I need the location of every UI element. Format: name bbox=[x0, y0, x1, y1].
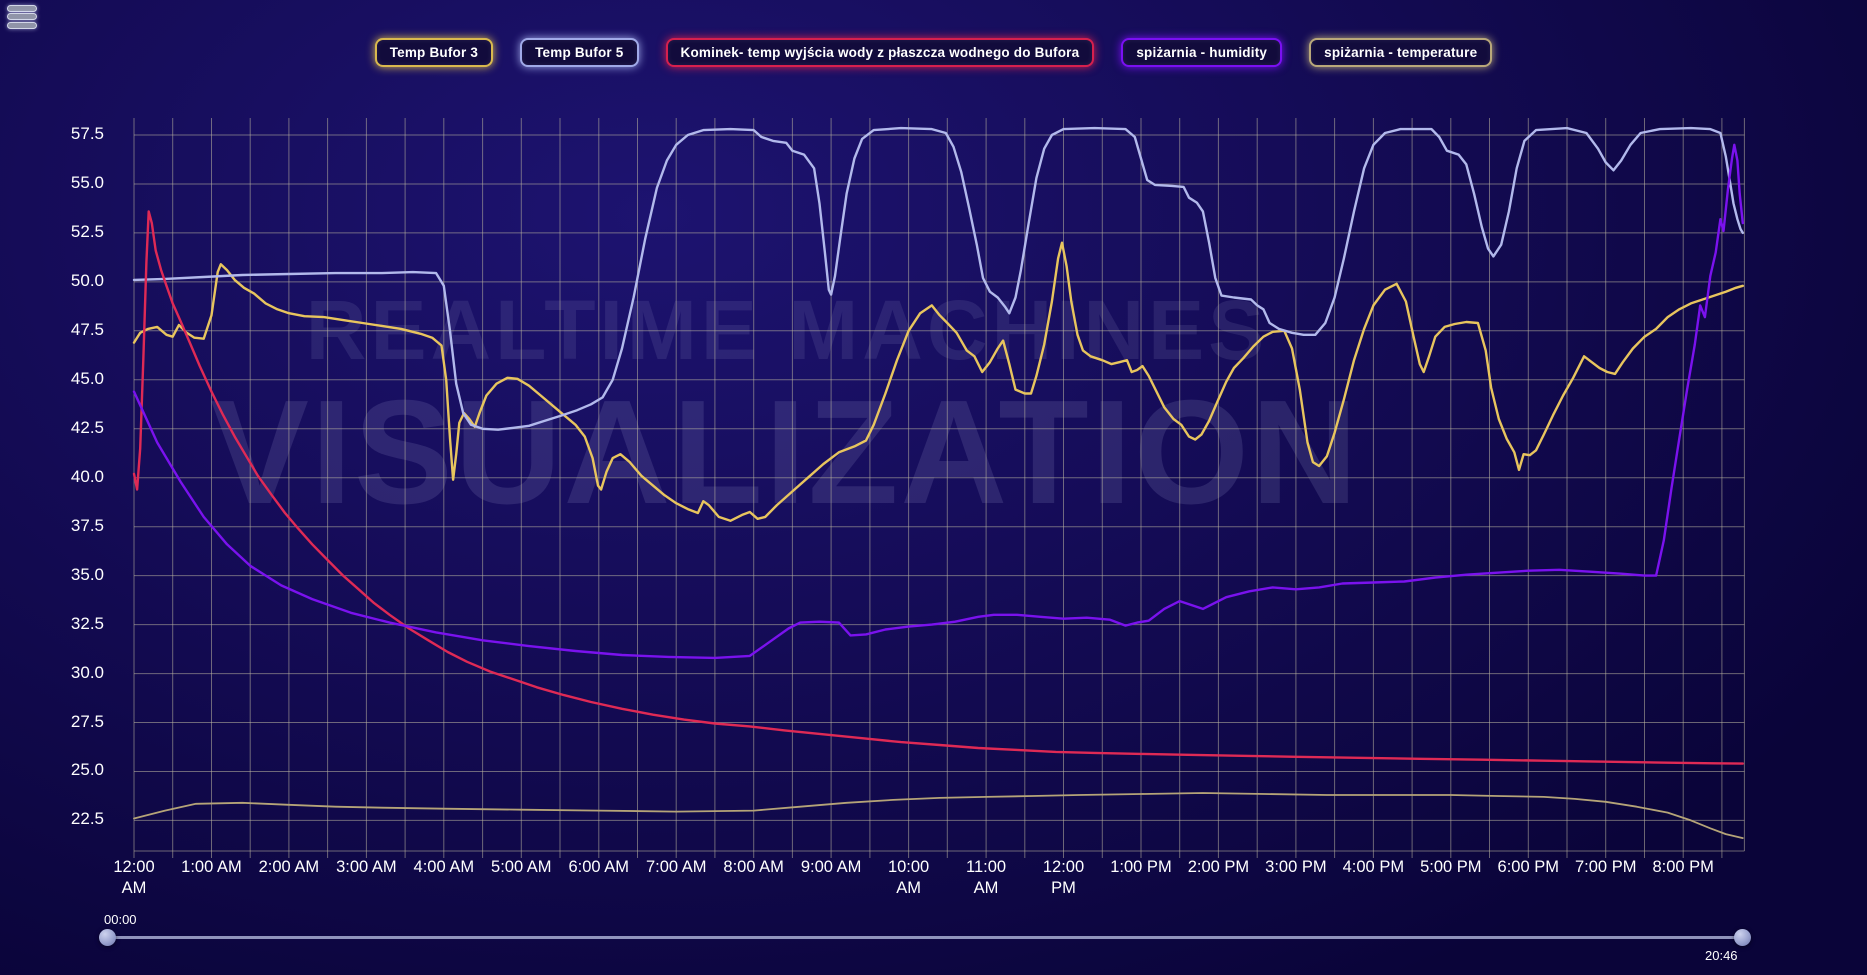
y-axis-label: 22.5 bbox=[70, 809, 104, 829]
slider-end-handle[interactable] bbox=[1734, 928, 1751, 946]
x-axis-label: 2:00 AM bbox=[258, 858, 320, 876]
legend: Temp Bufor 3 Temp Bufor 5 Kominek- temp … bbox=[0, 38, 1867, 67]
x-axis-label: 2:00 PM bbox=[1187, 858, 1250, 876]
y-axis-label: 35.0 bbox=[70, 564, 104, 584]
slider-start-handle[interactable] bbox=[99, 928, 116, 946]
y-axis-label: 45.0 bbox=[70, 368, 104, 388]
slider-end-time: 20:46 bbox=[1705, 948, 1738, 963]
chart-grid bbox=[133, 118, 1745, 858]
y-axis-label: 25.0 bbox=[70, 760, 104, 780]
y-axis-label: 27.5 bbox=[70, 711, 104, 731]
hamburger-bar bbox=[7, 13, 37, 20]
series-line bbox=[132, 241, 1745, 522]
x-axis-label: 6:00 PM bbox=[1497, 858, 1559, 876]
x-axis-label: 3:00 PM bbox=[1265, 858, 1327, 876]
y-axis-label: 57.5 bbox=[70, 124, 104, 143]
x-axis-label: 8:00 AM bbox=[723, 858, 784, 876]
x-axis-label: 5:00 AM bbox=[491, 858, 552, 876]
y-axis-label: 52.5 bbox=[70, 221, 104, 241]
x-axis-label: 5:00 PM bbox=[1420, 858, 1482, 876]
y-axis-label: 37.5 bbox=[70, 515, 104, 535]
x-axis-label: 12:00 AM bbox=[113, 858, 155, 898]
x-axis-label: 1:00 AM bbox=[181, 858, 242, 876]
x-axis-label: 8:00 PM bbox=[1652, 858, 1714, 876]
y-axis-label: 47.5 bbox=[70, 319, 104, 339]
x-axis-label: 9:00 AM bbox=[800, 858, 862, 876]
x-axis-label: 4:00 PM bbox=[1342, 858, 1405, 876]
y-axis-label: 50.0 bbox=[70, 270, 104, 290]
legend-button-temp-bufor-5[interactable]: Temp Bufor 5 bbox=[520, 38, 639, 67]
x-axis-label: 4:00 AM bbox=[413, 858, 475, 876]
legend-button-spizarnia-temperature[interactable]: spiżarnia - temperature bbox=[1309, 38, 1493, 67]
series-line bbox=[133, 792, 1744, 839]
chart-series-lines bbox=[132, 126, 1745, 839]
y-axis-label: 40.0 bbox=[70, 466, 104, 486]
x-axis-label: 11:00 AM bbox=[966, 858, 1007, 898]
y-axis-label: 32.5 bbox=[70, 613, 104, 633]
y-axis-label: 55.0 bbox=[70, 172, 104, 192]
x-axis-label: 7:00 PM bbox=[1575, 858, 1637, 876]
hamburger-bar bbox=[7, 4, 37, 12]
y-axis-label: 30.0 bbox=[70, 662, 104, 682]
x-axis-label: 3:00 AM bbox=[336, 858, 397, 876]
series-line bbox=[132, 143, 1745, 660]
x-axis-label: 1:00 PM bbox=[1110, 858, 1172, 876]
x-axis-label: 10:00 AM bbox=[887, 858, 930, 898]
legend-button-temp-bufor-3[interactable]: Temp Bufor 3 bbox=[374, 38, 494, 67]
series-line bbox=[132, 126, 1745, 431]
x-axis-label: 12:00 PM bbox=[1042, 858, 1085, 898]
y-axis-label: 42.5 bbox=[70, 417, 104, 437]
slider-start-time: 00:00 bbox=[104, 912, 137, 927]
series-line bbox=[132, 210, 1745, 765]
hamburger-menu-icon[interactable] bbox=[7, 3, 37, 30]
x-axis-label: 7:00 AM bbox=[645, 858, 707, 876]
x-axis-label: 6:00 AM bbox=[568, 858, 630, 876]
hamburger-bar bbox=[7, 21, 37, 29]
legend-button-kominek[interactable]: Kominek- temp wyjścia wody z płaszcza wo… bbox=[665, 38, 1095, 67]
time-range-slider-track[interactable] bbox=[99, 928, 1751, 946]
legend-button-spizarnia-humidity[interactable]: spiżarnia - humidity bbox=[1121, 38, 1283, 67]
